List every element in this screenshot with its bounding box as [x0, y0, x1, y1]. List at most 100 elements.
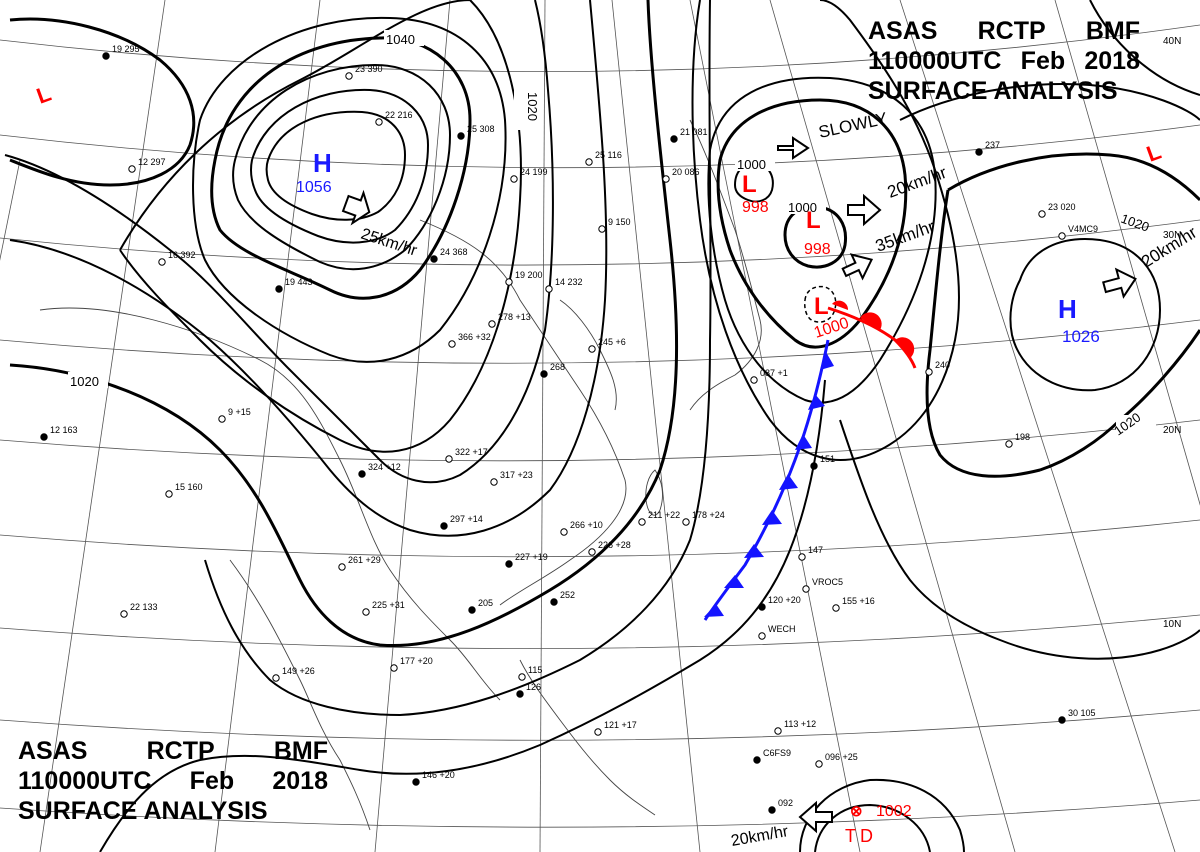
- header-time: 110000UTC: [18, 767, 152, 795]
- isobar-label: 1000: [737, 157, 766, 172]
- header-line-3: SURFACE ANALYSIS: [18, 796, 328, 826]
- station-label: 237: [985, 140, 1000, 150]
- header-code: BMF: [273, 737, 328, 765]
- station-symbol: [540, 370, 548, 378]
- latitude-0: [0, 799, 1200, 828]
- station-symbol: [758, 632, 766, 640]
- station-symbol: [774, 727, 782, 735]
- station-symbol: [550, 598, 558, 606]
- isobar-1048: [250, 88, 430, 244]
- station-symbol: [798, 553, 806, 561]
- isobar-1012: [99, 379, 826, 852]
- station-symbol: [1058, 232, 1066, 240]
- header-line-2: 110000UTC Feb 2018: [18, 766, 328, 796]
- isobar-1052: [265, 110, 407, 221]
- station-label: 25 116: [595, 150, 622, 160]
- station-symbol: [468, 606, 476, 614]
- station-symbol: [1005, 440, 1013, 448]
- station-label: 16 392: [168, 250, 196, 260]
- station-symbol: [120, 610, 128, 618]
- station-label: 23 390: [355, 64, 383, 74]
- header-month: Feb: [189, 767, 235, 795]
- isobar-1040: [210, 36, 472, 300]
- isobar-1016-north: [1089, 0, 1200, 96]
- header-line-2: 110000UTC Feb 2018: [868, 46, 1140, 76]
- station-symbol: [490, 478, 498, 486]
- latitude-label: 20N: [1163, 425, 1181, 436]
- coast-philippines: [519, 659, 656, 816]
- isobar-1032: [119, 0, 522, 453]
- warm-front: [827, 300, 917, 369]
- station-label: 12 163: [50, 425, 78, 435]
- cold-front-barb: [724, 575, 744, 588]
- station-symbol: [545, 285, 553, 293]
- station-symbol: [275, 285, 283, 293]
- station-symbol: [272, 674, 280, 682]
- station-symbol: [516, 690, 524, 698]
- arrow-icon: [798, 800, 833, 834]
- station-label: 226 +28: [598, 540, 631, 550]
- station-label: 113 +12: [784, 719, 816, 729]
- isobar-1036: [192, 16, 507, 363]
- station-symbol: [662, 175, 670, 183]
- isobar-1024-east: [1009, 238, 1162, 392]
- header-line-1: ASAS RCTP BMF: [868, 16, 1140, 46]
- latitude-label: 40N: [1163, 36, 1181, 47]
- isobar-1028: [4, 0, 554, 484]
- station-label: 9 +15: [228, 407, 251, 417]
- isobar-1020-west: [9, 17, 196, 187]
- cold-front-barb: [762, 510, 782, 525]
- high-letter: H: [313, 148, 332, 178]
- station-symbol: [430, 255, 438, 263]
- isobar-1008: [691, 0, 960, 461]
- station-symbol: [362, 608, 370, 616]
- station-label: 146 +20: [422, 770, 455, 780]
- station-label: 30 105: [1068, 708, 1096, 718]
- station-label: V4MC9: [1068, 224, 1098, 234]
- isobar-1024: [9, 0, 608, 537]
- isobar-td-inner: [814, 803, 931, 852]
- station-label: 178 +24: [692, 510, 725, 520]
- station-symbol: [753, 756, 761, 764]
- latitude-15n: [0, 519, 1200, 558]
- latitude-label-group: 40N 30N 20N 10N: [1163, 36, 1181, 630]
- station-label: 317 +23: [500, 470, 533, 480]
- motion-arrows: [341, 136, 1137, 834]
- warm-front-bulge: [832, 300, 849, 310]
- station-label: 366 +32: [458, 332, 491, 342]
- station-label: 9 150: [608, 217, 631, 227]
- cold-front-barb: [744, 544, 764, 558]
- station-label: 22 133: [130, 602, 158, 612]
- header-center: RCTP: [146, 737, 215, 765]
- cold-front-barb: [795, 434, 812, 450]
- station-symbol: [390, 664, 398, 672]
- station-label: C6FS9: [763, 748, 791, 758]
- station-label: 151: [820, 454, 835, 464]
- isobar-label: 1040: [386, 32, 415, 47]
- header-agency: ASAS: [18, 737, 88, 765]
- header-time: 110000UTC: [868, 47, 1002, 75]
- station-label: 205: [478, 598, 493, 608]
- chart-header-bottom-left: ASAS RCTP BMF 110000UTC Feb 2018 SURFACE…: [18, 736, 328, 826]
- cold-front-line: [703, 339, 830, 621]
- station-label: 21 081: [680, 127, 708, 137]
- station-symbol: [560, 528, 568, 536]
- cold-front-barb: [704, 604, 724, 617]
- station-symbol: [40, 433, 48, 441]
- latitude-label: 30N: [1163, 230, 1181, 241]
- station-symbol: [832, 604, 840, 612]
- low-letter: L: [814, 293, 829, 320]
- isobar-1004: [707, 76, 937, 404]
- arrow-icon: [847, 193, 882, 227]
- station-label: 14 232: [555, 277, 583, 287]
- station-label: 278 +13: [498, 312, 531, 322]
- station-symbol: [670, 135, 678, 143]
- header-code: BMF: [1085, 17, 1140, 45]
- station-label: 121 +17: [604, 720, 637, 730]
- low-letter: L: [742, 171, 757, 198]
- high-pressure-value: 1026: [1062, 327, 1100, 346]
- station-label: 24 368: [440, 247, 468, 257]
- meridian-8: [769, 0, 1016, 852]
